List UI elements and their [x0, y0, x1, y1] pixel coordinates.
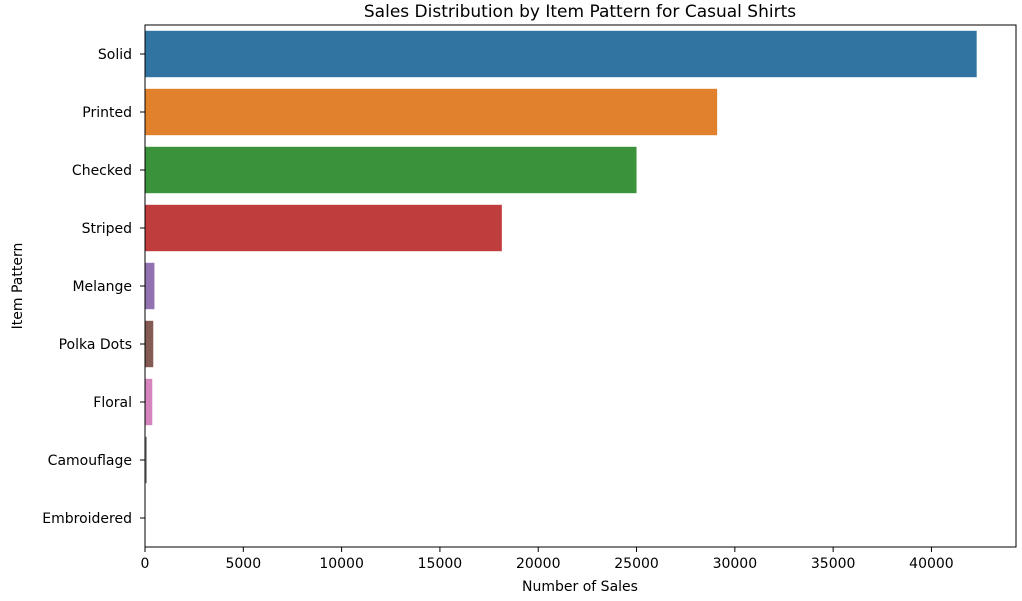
y-tick-label: Floral: [93, 395, 132, 411]
y-tick-label: Embroidered: [42, 511, 132, 527]
plot-frame: [144, 24, 1017, 548]
x-tick-label: 0: [141, 556, 150, 572]
y-tick-label: Printed: [82, 105, 132, 121]
bar-camouflage: [145, 436, 147, 484]
y-tick-label: Striped: [82, 221, 132, 237]
y-axis-label: Item Pattern: [10, 243, 26, 330]
y-tick-label: Melange: [72, 279, 132, 295]
x-tick-label: 10000: [319, 556, 364, 572]
chart-title: Sales Distribution by Item Pattern for C…: [364, 2, 796, 22]
x-tick-label: 5000: [225, 556, 261, 572]
y-axis-ticks: Solid Printed Checked Striped Melange Polka D…: [42, 47, 145, 527]
x-tick-label: 15000: [418, 556, 463, 572]
y-tick-label: Solid: [98, 47, 132, 63]
bar-floral: [145, 378, 153, 426]
x-tick-label: 40000: [909, 556, 954, 572]
x-tick-label: 25000: [614, 556, 659, 572]
x-tick-label: 20000: [516, 556, 561, 572]
x-axis-label: Number of Sales: [522, 579, 638, 595]
y-tick-label: Camouflage: [48, 453, 132, 469]
bar-checked: [145, 146, 637, 194]
x-axis-ticks: 0 5000 10000 15000 20000 25000 30000 35000 40000: [141, 547, 954, 572]
bar-printed: [145, 88, 718, 136]
bars-group: [145, 30, 977, 542]
y-tick-label: Checked: [72, 163, 132, 179]
y-tick-label: Polka Dots: [59, 337, 132, 353]
bar-melange: [145, 262, 155, 310]
x-tick-label: 30000: [713, 556, 758, 572]
bar-solid: [145, 30, 977, 78]
bar-striped: [145, 204, 502, 252]
bar-polka-dots: [145, 320, 154, 368]
x-tick-label: 35000: [811, 556, 856, 572]
